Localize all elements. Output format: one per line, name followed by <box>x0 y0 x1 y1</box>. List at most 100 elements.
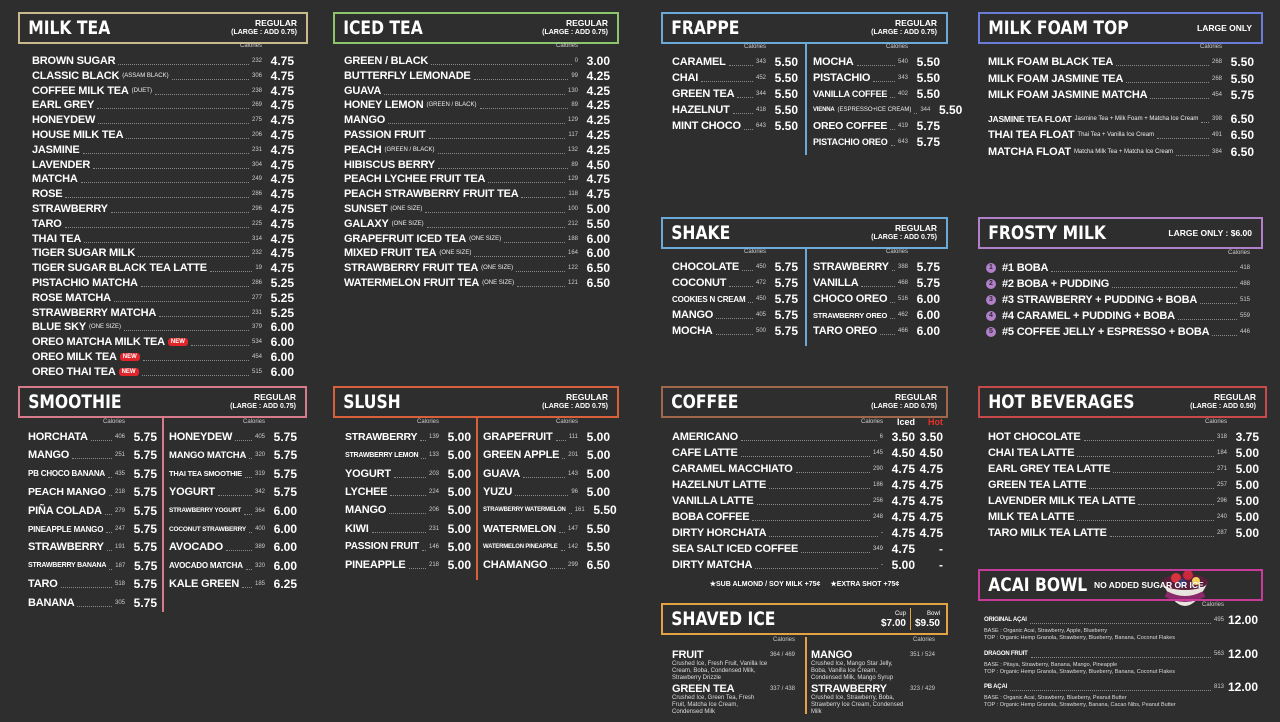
menu-item: CARAMEL MACCHIATO 290 4.75 4.75 <box>672 462 943 476</box>
item-calories: 540 <box>897 59 908 65</box>
item-price: 6.00 <box>273 558 297 573</box>
item-note: (GREEN / BLACK) <box>384 146 435 153</box>
leader <box>431 57 572 65</box>
menu-item: PINEAPPLE MANGO 247 5.75 <box>28 522 157 536</box>
leader <box>421 543 426 551</box>
leader <box>126 131 249 139</box>
leader <box>743 122 753 130</box>
size-note-line: REGULAR <box>565 392 608 402</box>
item-calories: 256 <box>872 498 883 504</box>
item-calories: 185 <box>254 581 265 588</box>
item-calories: 342 <box>254 489 265 496</box>
item-calories: 143 <box>567 470 578 477</box>
leader <box>474 249 565 258</box>
new-badge: NEW <box>167 338 188 347</box>
item-price: 6.25 <box>273 577 297 592</box>
item-calories: 534 <box>251 339 262 346</box>
item-calories: 320 <box>254 562 265 569</box>
item-price: 4.25 <box>586 128 610 142</box>
item-calories: 563 <box>1213 650 1224 657</box>
leader <box>1201 115 1209 123</box>
item-name: PEACH LYCHEE FRUIT TEA <box>344 173 486 186</box>
item-price: 5.00 <box>447 484 471 499</box>
item-calories: 203 <box>428 470 439 477</box>
size-note-line: (LARGE : ADD 0.75) <box>542 29 608 36</box>
menu-item: GREEN TEA LATTE 257 5.00 <box>988 478 1259 492</box>
menu-item: PINEAPPLE 218 5.00 <box>345 558 471 572</box>
item-note: (ESPRESSO+ICE CREAM) <box>837 107 912 113</box>
item-name: HONEY LEMON <box>344 99 424 112</box>
item-calories: 400 <box>255 526 266 532</box>
item-calories: 304 <box>251 161 262 168</box>
item-price: 5.00 <box>586 448 611 463</box>
menu-item: 2 #2 BOBA + PUDDING 488 <box>986 277 1254 291</box>
item-calories: 218 <box>428 562 439 569</box>
leader <box>1083 433 1214 441</box>
item-note: (ONE SIZE) <box>391 220 424 227</box>
section-title: ACAI BOWL <box>988 574 1088 596</box>
item-price: 3.75 <box>1235 430 1259 444</box>
menu-item: PISTACHIO OREO 643 5.75 <box>813 135 940 149</box>
item-calories: 450 <box>755 296 766 302</box>
menu-item: MILK FOAM JASMINE TEA 268 5.50 <box>988 72 1254 86</box>
section-title: MILK TEA <box>28 17 111 39</box>
item-base: BASE : Organic Acai, Strawberry, Apple, … <box>984 628 1108 634</box>
item-name: OREO COFFEE <box>813 120 888 132</box>
item-calories: 454 <box>251 354 262 360</box>
leader <box>249 525 253 533</box>
section-header: SHAKE REGULAR (LARGE : ADD 0.75) <box>661 217 948 249</box>
item-name: PISTACHIO OREO <box>813 137 888 147</box>
item-note: (ONE SIZE) <box>439 250 472 257</box>
item-note: Jasmine Tea + Milk Foam + Matcha Ice Cre… <box>1074 115 1199 122</box>
menu-item: HAZELNUT LATTE 186 4.75 4.75 <box>672 478 943 492</box>
calorie-header: Calories <box>1204 419 1227 425</box>
menu-item: PISTACHIO MATCHA 286 5.25 <box>32 276 294 290</box>
calorie-header: Calories <box>860 419 883 425</box>
menu-item: STRAWBERRY MATCHA 231 5.25 <box>32 306 294 320</box>
menu-item: TIGER SUGAR BLACK TEA LATTE 19 4.75 <box>32 261 294 275</box>
item-price: 5.75 <box>273 485 297 500</box>
menu-item: MANGO MATCHA 320 5.75 <box>169 448 297 462</box>
item-price: 5.75 <box>133 466 157 481</box>
menu-item: ROSE 286 4.75 <box>32 187 294 201</box>
item-price: 5.50 <box>916 55 940 69</box>
menu-item: PEACH STRAWBERRY FRUIT TEA 118 4.75 <box>344 187 610 201</box>
menu-item: AVOCADO MATCHA 320 6.00 <box>169 559 297 573</box>
item-price: 4.75 <box>586 187 610 202</box>
leader <box>890 295 895 303</box>
item-price: 5.00 <box>1235 478 1259 492</box>
leader <box>389 506 426 515</box>
leader <box>1176 148 1209 156</box>
leader <box>97 101 249 110</box>
leader <box>106 543 112 552</box>
menu-item: STRAWBERRY 139 5.00 <box>345 430 471 444</box>
item-calories: 462 <box>897 312 908 318</box>
item-name: CHAMANGO <box>483 559 548 572</box>
item-name: HOT CHOCOLATE <box>988 431 1081 443</box>
menu-item: WATERMELON PINEAPPLE 142 5.50 <box>483 540 610 554</box>
item-price: 5.50 <box>593 503 617 518</box>
item-name: CHAI <box>672 72 699 84</box>
calorie-header-row: Calories <box>813 42 940 52</box>
item-price: 5.75 <box>133 448 157 463</box>
leader <box>1157 131 1209 140</box>
leader <box>562 451 566 460</box>
item-price: 5.75 <box>273 430 297 444</box>
menu-item: DIRTY HORCHATA - 4.75 4.75 <box>672 526 943 540</box>
item-calories: 405 <box>755 312 766 318</box>
item-price: 4.25 <box>586 113 610 128</box>
leader <box>795 465 870 473</box>
leader <box>1089 481 1214 489</box>
column-divider <box>162 418 164 612</box>
item-name: MATCHA FLOAT <box>988 146 1071 158</box>
size-note-line: REGULAR <box>894 392 937 402</box>
leader <box>159 309 249 317</box>
item-price: 4.75 <box>270 54 294 68</box>
calorie-header: Calories <box>1227 250 1250 256</box>
item-price: 3.00 <box>586 54 610 68</box>
menu-item: PEACH MANGO 218 5.75 <box>28 485 157 499</box>
item-price: 5.50 <box>774 71 798 85</box>
item-calories: 224 <box>428 488 439 495</box>
leader <box>715 327 753 335</box>
menu-item: STRAWBERRY FRUIT TEA (ONE SIZE) 122 6.50 <box>344 261 610 275</box>
